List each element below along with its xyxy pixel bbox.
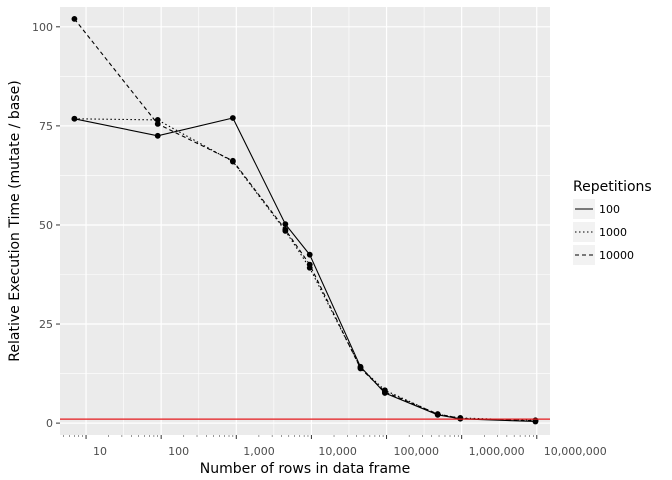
data-point-10000 [154, 121, 161, 127]
legend: Repetitions 100 1000 10000 [573, 179, 652, 265]
data-point-10000 [457, 415, 464, 422]
series-lines [73, 18, 536, 423]
x-tick-label: 100 [168, 445, 189, 458]
series-line-1000 [74, 118, 536, 421]
data-point-10000 [434, 411, 441, 417]
data-point-10000 [381, 388, 388, 395]
series-line-100 [74, 117, 536, 423]
x-axis-ticks: 10 100 1,000 10,000 100,000 1,000,000 10,000,0… [85, 435, 607, 458]
y-axis-title: Relative Execution Time (mutate / base) [7, 80, 23, 361]
data-point-100 [306, 251, 313, 258]
x-tick-label: 10,000 [318, 445, 357, 458]
minor-gridlines [60, 7, 550, 435]
data-point-10000 [229, 157, 236, 164]
data-point-10000 [306, 261, 313, 268]
major-gridlines [60, 7, 550, 435]
legend-label-100: 100 [599, 203, 620, 216]
x-tick-label: 100,000 [394, 445, 440, 458]
series-points [71, 15, 539, 425]
x-axis-minor-ticks [63, 435, 534, 437]
data-point-100 [282, 221, 289, 228]
data-point-100 [154, 132, 161, 139]
y-tick-label: 75 [39, 120, 53, 133]
series-line-10000 [73, 18, 536, 422]
data-point-10000 [357, 365, 364, 372]
x-tick-label: 1,000,000 [469, 445, 525, 458]
x-axis-title: Number of rows in data frame [200, 461, 411, 477]
legend-label-1000: 1000 [599, 226, 627, 239]
data-point-1000 [154, 117, 161, 123]
data-point-10000 [71, 15, 78, 22]
y-tick-label: 100 [32, 21, 53, 34]
plot-panel [60, 7, 550, 435]
x-tick-label: 1,000 [243, 445, 275, 458]
x-tick-label: 10,000,000 [544, 445, 607, 458]
y-tick-label: 0 [46, 417, 53, 430]
data-point-100 [229, 115, 236, 121]
y-tick-label: 50 [39, 219, 53, 232]
y-axis-ticks: 0 25 50 75 100 [32, 21, 60, 430]
data-point-1000 [71, 115, 78, 122]
legend-title: Repetitions [573, 179, 652, 195]
legend-label-10000: 10000 [599, 249, 634, 262]
legend-keys: 100 1000 10000 [573, 199, 634, 265]
x-tick-label: 10 [93, 445, 107, 458]
data-point-10000 [282, 226, 289, 233]
y-tick-label: 25 [39, 318, 53, 331]
